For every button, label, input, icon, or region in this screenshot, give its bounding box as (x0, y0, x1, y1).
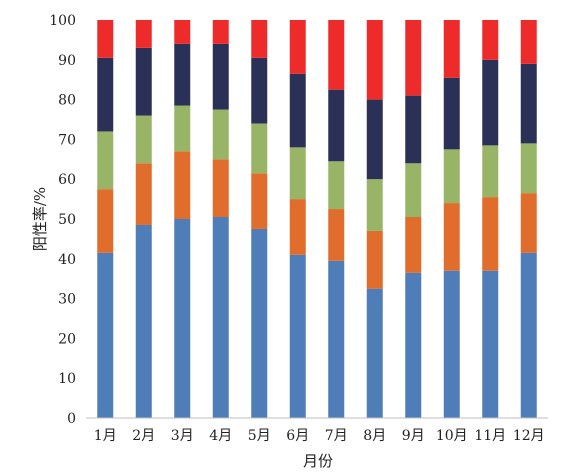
bar-segment (289, 254, 306, 418)
bar-segment (443, 77, 460, 150)
y-tick-label: 80 (58, 93, 76, 109)
bar-segment (212, 159, 229, 218)
bar-segment (328, 20, 345, 90)
bar-segment (482, 59, 499, 146)
y-tick-label: 0 (67, 411, 76, 427)
bar-segment (366, 99, 383, 180)
x-tick-label: 7月 (325, 428, 348, 444)
x-tick-label: 5月 (248, 428, 271, 444)
bar-segment (174, 219, 191, 418)
bar-segment (482, 270, 499, 418)
bar-segment (135, 115, 152, 164)
bar-segment (520, 143, 537, 194)
bar-segment (366, 288, 383, 418)
bar-segment (135, 163, 152, 225)
y-tick-label: 50 (58, 212, 76, 228)
bar-segment (174, 151, 191, 219)
y-tick-label: 20 (58, 331, 76, 347)
bar-segment (135, 47, 152, 116)
bar-segment (520, 193, 537, 253)
bar-segment (174, 105, 191, 152)
bar-segment (212, 20, 229, 44)
bar-segment (97, 20, 114, 58)
bars-layer (97, 20, 537, 418)
bar-segment (289, 20, 306, 74)
x-tick-label: 4月 (209, 428, 232, 444)
y-tick-label: 30 (58, 292, 76, 308)
bar-segment (482, 145, 499, 198)
x-tick-label: 9月 (402, 428, 425, 444)
bar-segment (97, 189, 114, 253)
x-tick-label: 8月 (363, 428, 386, 444)
bar-segment (251, 20, 268, 58)
bar-segment (251, 57, 268, 124)
x-axis-ticks: 1月 2月 3月 4月 5月 6月 7月 8月 9月 10月 11月 12月 (94, 428, 545, 444)
bar-segment (135, 20, 152, 48)
bar-segment (174, 20, 191, 44)
bar-segment (405, 272, 422, 418)
bar-segment (289, 199, 306, 255)
bar-segment (520, 63, 537, 144)
bar-segment (443, 203, 460, 271)
bar-segment (97, 57, 114, 132)
y-axis-ticks: 0 10 20 30 40 50 60 70 80 90 100 (49, 13, 76, 427)
bar-segment (366, 230, 383, 289)
x-tick-label: 6月 (286, 428, 309, 444)
x-axis-title: 月份 (303, 452, 333, 470)
bar-segment (97, 252, 114, 418)
bar-segment (443, 149, 460, 204)
bar-segment (520, 20, 537, 64)
bar-segment (405, 20, 422, 96)
bar-segment (328, 260, 345, 418)
bar-segment (405, 163, 422, 218)
bar-segment (482, 20, 499, 60)
bar-segment (443, 270, 460, 418)
y-tick-label: 60 (58, 172, 76, 188)
bar-segment (251, 123, 268, 174)
y-tick-label: 100 (49, 13, 76, 29)
bar-segment (366, 20, 383, 100)
bar-segment (405, 95, 422, 164)
bar-segment (328, 161, 345, 210)
bar-segment (251, 228, 268, 418)
y-tick-label: 40 (58, 252, 76, 268)
x-tick-label: 2月 (132, 428, 155, 444)
bar-segment (328, 209, 345, 261)
bar-segment (289, 147, 306, 200)
bar-segment (405, 217, 422, 273)
bar-segment (212, 109, 229, 160)
bar-segment (251, 173, 268, 229)
bar-segment (97, 131, 114, 190)
bar-segment (289, 73, 306, 148)
bar-segment (366, 179, 383, 231)
y-tick-label: 10 (58, 371, 76, 387)
bar-segment (520, 252, 537, 418)
bar-segment (174, 43, 191, 106)
y-tick-label: 90 (58, 53, 76, 69)
y-axis-title: 阳性率/% (31, 187, 49, 251)
x-tick-label: 11月 (474, 428, 506, 444)
bar-segment (328, 89, 345, 162)
bar-segment (482, 197, 499, 271)
x-tick-label: 10月 (436, 428, 468, 444)
y-tick-label: 70 (58, 132, 76, 148)
x-tick-label: 12月 (513, 428, 545, 444)
bar-segment (135, 224, 152, 418)
x-tick-label: 1月 (94, 428, 117, 444)
bar-segment (212, 43, 229, 110)
bar-segment (212, 217, 229, 418)
x-tick-label: 3月 (171, 428, 194, 444)
bar-segment (443, 20, 460, 78)
